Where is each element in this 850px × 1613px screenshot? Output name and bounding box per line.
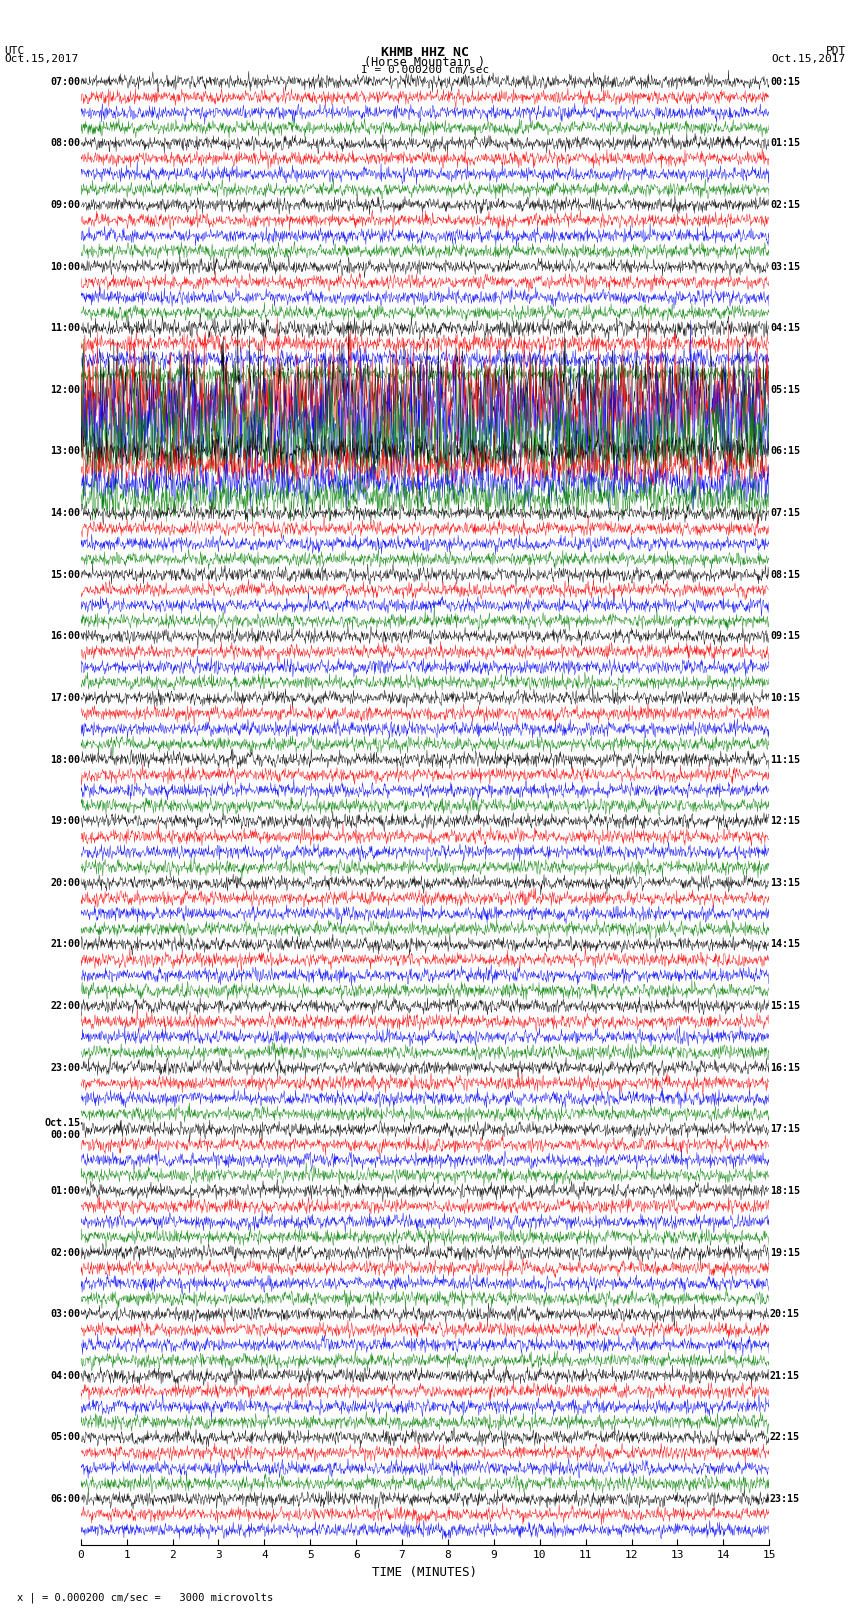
Text: 03:15: 03:15: [770, 261, 800, 271]
Text: 22:00: 22:00: [50, 1002, 80, 1011]
Text: 15:15: 15:15: [770, 1002, 800, 1011]
Text: 19:15: 19:15: [770, 1247, 800, 1258]
Text: 11:00: 11:00: [50, 323, 80, 334]
Text: 02:00: 02:00: [50, 1247, 80, 1258]
Text: 14:15: 14:15: [770, 939, 800, 950]
Text: 05:15: 05:15: [770, 386, 800, 395]
Text: 03:00: 03:00: [50, 1310, 80, 1319]
Text: 08:00: 08:00: [50, 139, 80, 148]
Text: 04:00: 04:00: [50, 1371, 80, 1381]
Text: Oct.15,2017: Oct.15,2017: [4, 53, 78, 65]
Text: 16:15: 16:15: [770, 1063, 800, 1073]
Text: 23:15: 23:15: [770, 1494, 800, 1503]
Text: KHMB HHZ NC: KHMB HHZ NC: [381, 45, 469, 60]
Text: 13:00: 13:00: [50, 447, 80, 456]
Text: Oct.15
00:00: Oct.15 00:00: [44, 1118, 80, 1140]
Text: x | = 0.000200 cm/sec =   3000 microvolts: x | = 0.000200 cm/sec = 3000 microvolts: [17, 1592, 273, 1603]
Text: 06:00: 06:00: [50, 1494, 80, 1503]
Text: 08:15: 08:15: [770, 569, 800, 579]
Text: 17:00: 17:00: [50, 694, 80, 703]
Text: 01:15: 01:15: [770, 139, 800, 148]
Text: 21:00: 21:00: [50, 939, 80, 950]
Text: 23:00: 23:00: [50, 1063, 80, 1073]
Text: 01:00: 01:00: [50, 1186, 80, 1195]
Text: 09:15: 09:15: [770, 631, 800, 642]
Text: 22:15: 22:15: [770, 1432, 800, 1442]
Text: 15:00: 15:00: [50, 569, 80, 579]
Text: 02:15: 02:15: [770, 200, 800, 210]
X-axis label: TIME (MINUTES): TIME (MINUTES): [372, 1566, 478, 1579]
Text: 19:00: 19:00: [50, 816, 80, 826]
Text: (Horse Mountain ): (Horse Mountain ): [365, 56, 485, 69]
Text: 17:15: 17:15: [770, 1124, 800, 1134]
Text: 06:15: 06:15: [770, 447, 800, 456]
Text: 07:00: 07:00: [50, 77, 80, 87]
Text: PDT: PDT: [825, 45, 846, 56]
Text: 14:00: 14:00: [50, 508, 80, 518]
Text: 11:15: 11:15: [770, 755, 800, 765]
Text: 10:15: 10:15: [770, 694, 800, 703]
Text: 20:15: 20:15: [770, 1310, 800, 1319]
Text: 18:00: 18:00: [50, 755, 80, 765]
Text: 16:00: 16:00: [50, 631, 80, 642]
Text: 09:00: 09:00: [50, 200, 80, 210]
Text: 18:15: 18:15: [770, 1186, 800, 1195]
Text: Oct.15,2017: Oct.15,2017: [772, 53, 846, 65]
Text: 21:15: 21:15: [770, 1371, 800, 1381]
Text: 10:00: 10:00: [50, 261, 80, 271]
Text: 05:00: 05:00: [50, 1432, 80, 1442]
Text: 13:15: 13:15: [770, 877, 800, 887]
Text: 12:15: 12:15: [770, 816, 800, 826]
Text: 20:00: 20:00: [50, 877, 80, 887]
Text: 12:00: 12:00: [50, 386, 80, 395]
Text: 07:15: 07:15: [770, 508, 800, 518]
Text: I = 0.000200 cm/sec: I = 0.000200 cm/sec: [361, 65, 489, 76]
Text: 04:15: 04:15: [770, 323, 800, 334]
Text: 00:15: 00:15: [770, 77, 800, 87]
Text: UTC: UTC: [4, 45, 25, 56]
